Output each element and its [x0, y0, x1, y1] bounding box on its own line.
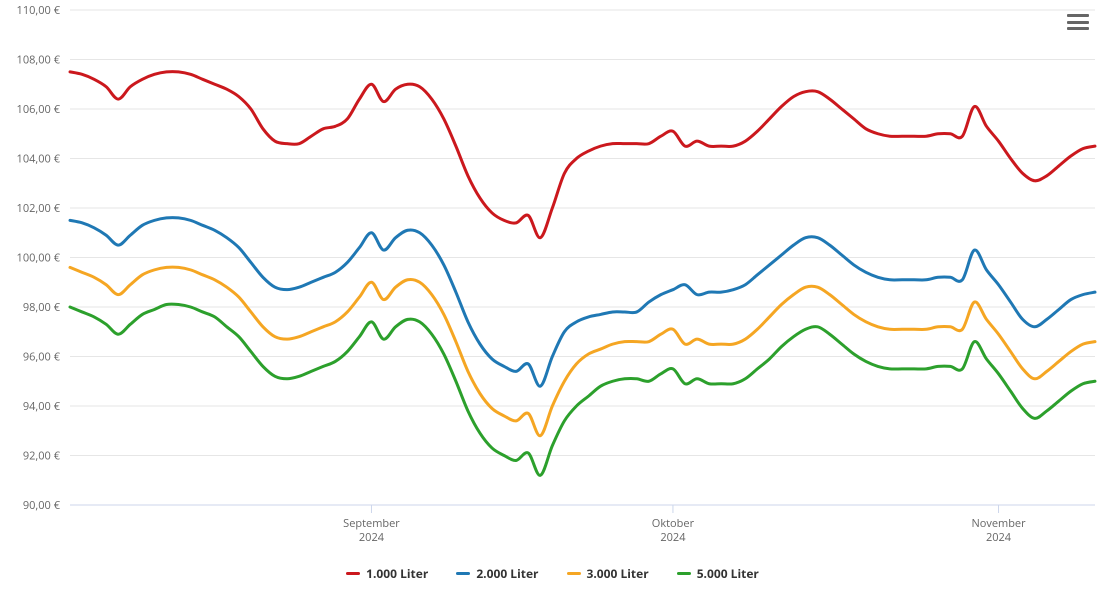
y-tick-label: 100,00 € [17, 251, 61, 266]
x-tick-label: September [343, 516, 400, 531]
series-line [70, 267, 1095, 436]
x-tick-label: 2024 [660, 530, 686, 545]
y-tick-label: 90,00 € [23, 498, 61, 513]
y-tick-label: 104,00 € [17, 152, 61, 167]
legend-label: 5.000 Liter [697, 565, 759, 582]
legend-label: 2.000 Liter [476, 565, 538, 582]
y-tick-label: 108,00 € [17, 53, 61, 68]
legend-swatch [677, 572, 691, 575]
series-line [70, 218, 1095, 387]
legend-item[interactable]: 2.000 Liter [456, 565, 538, 582]
legend-item[interactable]: 5.000 Liter [677, 565, 759, 582]
legend-label: 3.000 Liter [587, 565, 649, 582]
y-tick-label: 96,00 € [23, 350, 61, 365]
y-tick-label: 94,00 € [23, 399, 61, 414]
legend-swatch [567, 572, 581, 575]
x-tick-label: 2024 [359, 530, 385, 545]
y-tick-label: 106,00 € [17, 102, 61, 117]
x-tick-label: 2024 [986, 530, 1012, 545]
legend-label: 1.000 Liter [366, 565, 428, 582]
series-line [70, 304, 1095, 475]
y-tick-label: 98,00 € [23, 300, 61, 315]
price-chart: 90,00 € 92,00 € 94,00 € 96,00 € 98,00 € 100,0… [0, 0, 1105, 602]
y-tick-label: 110,00 € [17, 3, 61, 18]
y-tick-label: 92,00 € [23, 449, 61, 464]
series-line [70, 72, 1095, 238]
x-tick-label: Oktober [652, 516, 695, 531]
x-tick-label: November [971, 516, 1026, 531]
legend-swatch [456, 572, 470, 575]
chart-legend: 1.000 Liter 2.000 Liter 3.000 Liter 5.000 L… [0, 565, 1105, 582]
legend-swatch [346, 572, 360, 575]
legend-item[interactable]: 1.000 Liter [346, 565, 428, 582]
y-tick-label: 102,00 € [17, 201, 61, 216]
chart-svg: 90,00 € 92,00 € 94,00 € 96,00 € 98,00 € 100,0… [0, 0, 1105, 602]
legend-item[interactable]: 3.000 Liter [567, 565, 649, 582]
hamburger-menu-icon[interactable] [1067, 12, 1089, 32]
